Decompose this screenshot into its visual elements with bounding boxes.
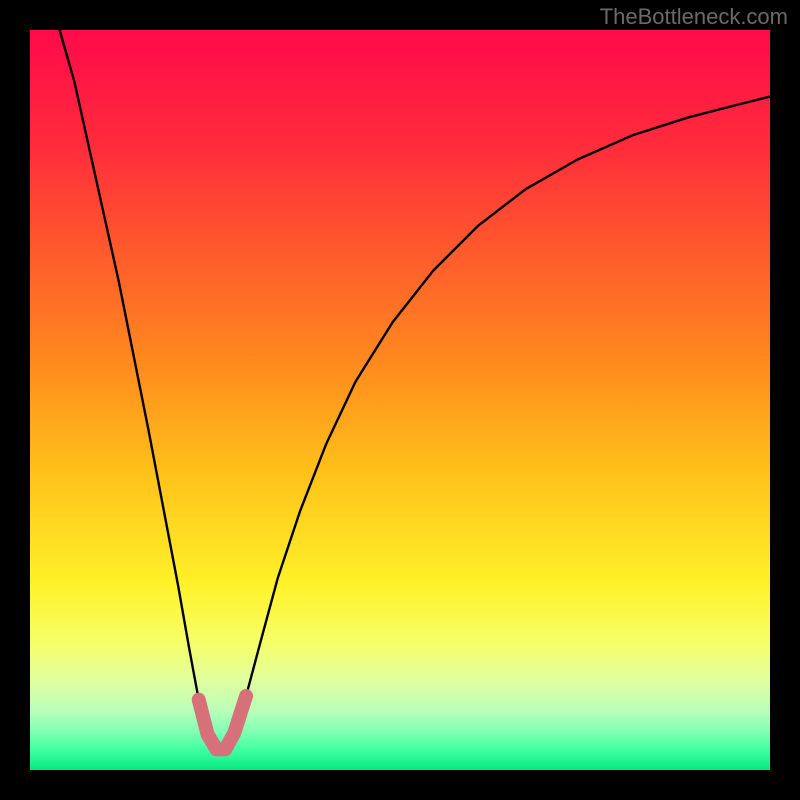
figure-container: TheBottleneck.com — [0, 0, 800, 800]
attribution-text: TheBottleneck.com — [600, 4, 788, 30]
plot-background — [30, 30, 770, 770]
bottleneck-curve-chart — [0, 0, 800, 800]
